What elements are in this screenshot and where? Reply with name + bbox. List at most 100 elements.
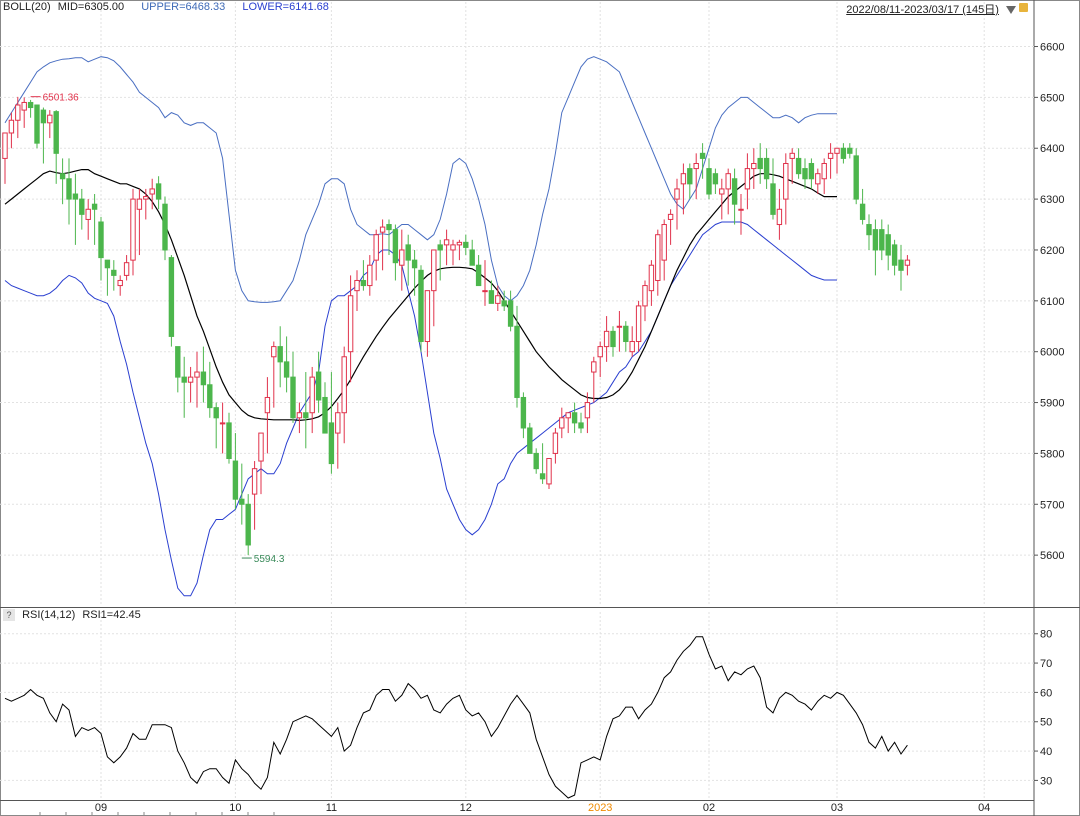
candle	[571, 402, 578, 434]
candle-body	[501, 300, 507, 307]
candle-body	[783, 163, 789, 200]
candle	[578, 412, 584, 434]
candle-body	[271, 346, 277, 358]
lock-icon[interactable]	[1019, 3, 1028, 12]
candle-body	[667, 213, 674, 220]
candle	[706, 158, 712, 200]
x-tick-label: 09	[95, 802, 107, 814]
candle	[597, 341, 603, 378]
candle-body	[322, 396, 328, 434]
x-tick-label: 12	[460, 802, 472, 814]
candle	[891, 239, 898, 276]
candle	[303, 372, 309, 449]
x-tick-label: 02	[703, 802, 715, 814]
candle-body	[91, 203, 98, 210]
candle-body	[674, 188, 680, 200]
candle-body	[443, 239, 450, 246]
candle-body	[597, 346, 603, 358]
candle-body	[213, 407, 219, 419]
candle-body	[904, 259, 911, 266]
candle	[187, 366, 194, 403]
candle	[15, 96, 21, 139]
candle	[789, 148, 795, 184]
candle	[175, 346, 181, 393]
candle	[283, 336, 290, 393]
candle	[802, 158, 808, 189]
candle	[482, 260, 488, 306]
rsi-y-tick-label: 40	[1040, 746, 1052, 758]
candle	[149, 178, 155, 210]
candle	[296, 402, 303, 434]
candle	[72, 173, 79, 245]
candle	[738, 194, 744, 235]
candle	[731, 168, 738, 225]
candle-body	[827, 152, 834, 159]
boll-lower-line	[4, 221, 837, 597]
rsi-help-button[interactable]: ?	[3, 609, 15, 621]
candle-body	[296, 412, 303, 419]
candle-body	[309, 376, 315, 414]
candle	[847, 143, 853, 159]
candle	[744, 153, 751, 210]
boll-mid-value: MID=6305.00	[57, 1, 125, 13]
candle-body	[482, 290, 488, 293]
candle	[821, 158, 827, 195]
candle	[111, 260, 117, 291]
candle-body	[181, 376, 187, 383]
triangle-down-icon[interactable]	[1006, 6, 1016, 15]
candle-body	[853, 155, 859, 200]
candle-body	[98, 221, 104, 259]
candle-body	[834, 147, 840, 154]
candle	[783, 153, 789, 225]
candle	[834, 147, 840, 174]
candle-body	[143, 196, 149, 200]
candle-body	[354, 279, 360, 292]
candle	[200, 346, 207, 403]
candle	[898, 244, 904, 291]
candle-body	[751, 163, 757, 170]
candle-body	[379, 226, 386, 233]
candle	[552, 427, 559, 464]
x-tick-label: 10	[229, 802, 241, 814]
candle	[143, 188, 149, 220]
candle	[463, 234, 469, 256]
candle-body	[226, 422, 232, 459]
candle	[648, 260, 655, 306]
candle-body	[648, 264, 655, 292]
candle-body	[757, 157, 763, 170]
candle	[827, 143, 834, 179]
candle-body	[802, 168, 808, 180]
y-tick-label: 5700	[1040, 499, 1064, 511]
candle-body	[578, 422, 584, 429]
candle	[136, 188, 143, 256]
candle-body	[533, 452, 539, 470]
candle	[539, 443, 546, 484]
candle-body	[303, 412, 309, 419]
candle-body	[66, 178, 72, 200]
candle-body	[424, 290, 431, 343]
candle-body	[399, 249, 405, 266]
candle	[277, 326, 283, 388]
candle-body	[200, 371, 207, 386]
candle	[712, 168, 719, 195]
date-range-label[interactable]: 2022/08/11-2023/03/17 (145日)	[846, 4, 999, 16]
candle-body	[155, 183, 162, 200]
rsi-header: ? RSI(14,12) RSI1=42.45	[3, 609, 141, 621]
candle	[469, 239, 475, 266]
candle	[98, 216, 104, 281]
candle-body	[405, 244, 411, 261]
candle	[565, 412, 571, 434]
date-range-header[interactable]: 2022/08/11-2023/03/17 (145日)	[846, 1, 1016, 17]
rsi-y-tick-label: 30	[1040, 775, 1052, 787]
candle	[603, 316, 610, 362]
candle	[450, 239, 456, 266]
y-tick-label: 5600	[1040, 550, 1064, 562]
candle	[27, 99, 34, 118]
candle-body	[475, 264, 482, 287]
candle	[2, 132, 8, 184]
candle-body	[719, 188, 725, 195]
candle	[386, 219, 392, 256]
candle	[443, 229, 450, 266]
candle-body	[72, 193, 79, 200]
